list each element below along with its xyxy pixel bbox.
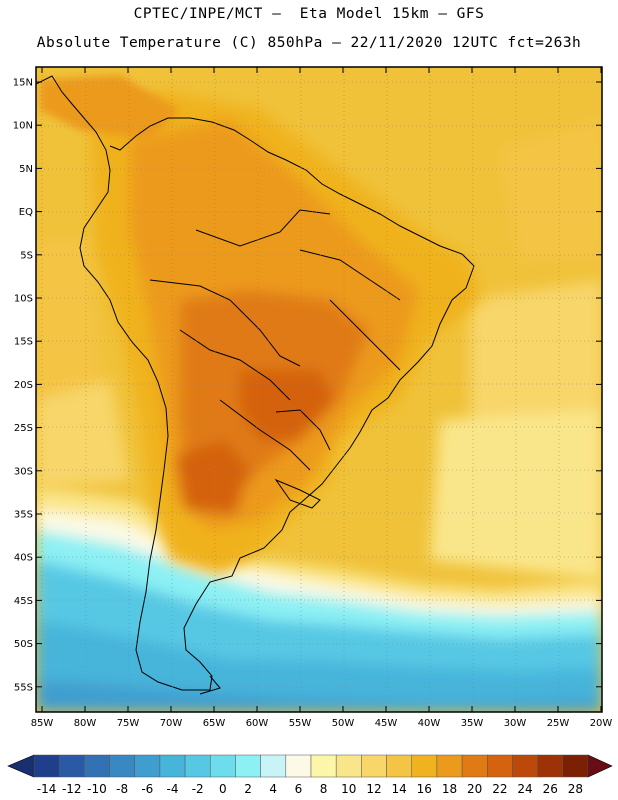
map-title-line2: Absolute Temperature (C) 850hPa – 22/11/… xyxy=(36,35,582,51)
colorbar-label: 22 xyxy=(492,782,507,796)
colorbar-swatch xyxy=(310,754,337,778)
lon-label: 35W xyxy=(461,718,484,729)
colorbar-label: 0 xyxy=(219,782,227,796)
lon-label: 55W xyxy=(289,718,312,729)
colorbar-label: 8 xyxy=(320,782,328,796)
lon-label: 75W xyxy=(117,718,140,729)
colorbar-label: -2 xyxy=(192,782,204,796)
colorbar-swatch xyxy=(84,754,110,778)
colorbar-swatch xyxy=(537,754,564,778)
colorbar-swatch xyxy=(461,754,488,778)
colorbar-label: 24 xyxy=(517,782,532,796)
colorbar-swatch xyxy=(512,754,538,778)
colorbar-swatch xyxy=(134,754,161,778)
lon-label: 70W xyxy=(160,718,183,729)
lat-label: 35S xyxy=(14,510,33,521)
colorbar-label: 26 xyxy=(543,782,558,796)
temperature-field xyxy=(36,67,602,712)
lat-label: 30S xyxy=(14,466,33,477)
colorbar-label: 4 xyxy=(269,782,277,796)
lat-label: 15S xyxy=(14,337,33,348)
colorbar-label: 18 xyxy=(442,782,457,796)
lon-label: 25W xyxy=(547,718,570,729)
longitude-axis: 85W 80W 75W 70W 65W 60W 55W 50W 45W 40W 35W 30W 25W 2… xyxy=(31,67,613,729)
colorbar-swatch xyxy=(335,754,362,778)
lat-label: 25S xyxy=(14,423,33,434)
colorbar-label: -12 xyxy=(62,782,82,796)
lon-label: 45W xyxy=(375,718,398,729)
colorbar-label: 14 xyxy=(391,782,406,796)
colorbar-swatch xyxy=(159,754,186,778)
map-title-line1: CPTEC/INPE/MCT – Eta Model 15km – GFS xyxy=(133,6,485,22)
lat-label: 55S xyxy=(14,682,33,693)
lon-label: 30W xyxy=(504,718,527,729)
lon-label: 20W xyxy=(590,718,613,729)
latitude-axis: 15N 10N 5N EQ 5S 10S 15S 20S 25S 30S 35S 40S 45S 50S 5… xyxy=(13,78,602,693)
lat-label: 20S xyxy=(14,380,33,391)
colorbar-high-arrow xyxy=(587,754,613,778)
colorbar-label: -10 xyxy=(87,782,107,796)
colorbar-swatch xyxy=(184,754,211,778)
colorbar-label: -14 xyxy=(37,782,57,796)
colorbar-swatch xyxy=(562,754,589,778)
lat-label: 15N xyxy=(13,78,33,89)
lat-label: 5N xyxy=(19,164,33,175)
colorbar-swatch xyxy=(210,754,236,778)
colorbar-label: -6 xyxy=(141,782,153,796)
colorbar-swatch xyxy=(487,754,513,778)
colorbar-label: -4 xyxy=(167,782,179,796)
lat-label: 40S xyxy=(14,553,33,564)
lat-label: 10S xyxy=(14,294,33,305)
lon-label: 85W xyxy=(31,718,54,729)
colorbar-swatch xyxy=(436,754,463,778)
colorbar-low-arrow xyxy=(7,754,35,778)
lon-label: 60W xyxy=(246,718,269,729)
colorbar-swatch xyxy=(285,754,312,778)
colorbar-label: 2 xyxy=(244,782,252,796)
lat-label: 10N xyxy=(13,121,33,132)
colorbar-swatch xyxy=(109,754,135,778)
colorbar-swatch xyxy=(260,754,287,778)
lat-label: 45S xyxy=(14,596,33,607)
colorbar-swatch xyxy=(361,754,387,778)
colorbar-swatch xyxy=(235,754,261,778)
colorbar-label: 20 xyxy=(467,782,482,796)
colorbar-swatch xyxy=(386,754,412,778)
colorbar-label: 16 xyxy=(417,782,432,796)
lon-label: 80W xyxy=(74,718,97,729)
lon-label: 50W xyxy=(332,718,355,729)
colorbar-label: 10 xyxy=(341,782,356,796)
lon-label: 40W xyxy=(418,718,441,729)
colorbar-label: -8 xyxy=(116,782,128,796)
lon-label: 65W xyxy=(203,718,226,729)
colorbar-swatch xyxy=(33,754,60,778)
map-frame xyxy=(35,66,603,713)
lat-label: 5S xyxy=(20,250,33,261)
colorbar-label: 6 xyxy=(295,782,303,796)
colorbar-label: 12 xyxy=(366,782,381,796)
colorbar-swatch xyxy=(58,754,85,778)
lat-label: 50S xyxy=(14,639,33,650)
colorbar-label: 28 xyxy=(568,782,583,796)
lat-label: EQ xyxy=(19,207,33,218)
coastline xyxy=(36,75,475,695)
colorbar-swatch xyxy=(411,754,438,778)
